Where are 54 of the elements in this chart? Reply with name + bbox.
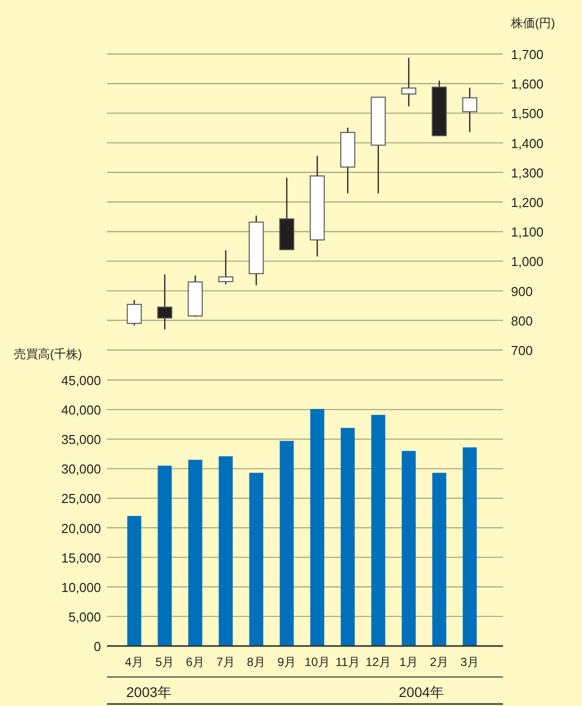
y-tick-label: 35,000: [61, 432, 101, 448]
y-tick-label: 10,000: [61, 580, 101, 595]
y-tick-label: 1,100: [511, 224, 544, 240]
y-tick-label: 20,000: [61, 520, 101, 536]
x-tick-label: 4月: [124, 655, 144, 669]
y-tick-label: 800: [511, 313, 533, 328]
bar: [127, 516, 142, 646]
bar: [340, 428, 355, 646]
bar: [432, 472, 446, 646]
bar: [310, 408, 324, 646]
y-tick-label: 45,000: [61, 373, 101, 388]
bar: [280, 440, 294, 646]
y-tick-label: 1,400: [511, 136, 544, 151]
x-tick-label: 12月: [366, 655, 391, 669]
y-tick-label: 1,300: [511, 165, 544, 180]
bar: [371, 414, 386, 646]
x-tick-label: 11月: [336, 655, 360, 669]
bar: [249, 472, 264, 646]
y-tick-label: 900: [511, 284, 533, 299]
candlestick: [126, 299, 142, 326]
x-tick-label: 9月: [277, 655, 296, 669]
bar: [188, 460, 202, 646]
y-tick-label: 40,000: [61, 402, 101, 418]
y-tick-label: 1,600: [511, 76, 544, 92]
y-axis-title: 株価(円): [510, 16, 555, 30]
bar: [402, 450, 416, 646]
y-tick-label: 1,500: [511, 106, 544, 122]
y-tick-label: 5,000: [68, 609, 101, 624]
candlestick: [401, 57, 416, 107]
x-tick-label: 1月: [399, 655, 418, 669]
candlestick: [218, 250, 234, 285]
y-tick-label: 30,000: [61, 462, 101, 477]
y-tick-label: 1,000: [511, 254, 544, 270]
y-tick-label: 15,000: [61, 550, 101, 566]
y-axis-title: 売買高(千株): [14, 347, 82, 361]
x-tick-label: 10月: [304, 655, 330, 669]
candlestick: [462, 87, 478, 133]
text: 2003年: [126, 684, 172, 700]
y-tick-label: 25,000: [61, 491, 101, 506]
text: 2004年: [398, 684, 444, 700]
x-tick-label: 6月: [186, 655, 205, 669]
x-tick-label: 2月: [430, 655, 449, 669]
x-tick-label: 8月: [246, 655, 266, 669]
y-tick-label: 1,700: [511, 47, 544, 62]
bar: [218, 456, 233, 646]
bar: [462, 447, 477, 646]
y-tick-label: 0: [94, 639, 101, 654]
x-tick-label: 5月: [155, 655, 174, 669]
y-tick-label: 700: [511, 343, 533, 358]
x-tick-label: 7月: [216, 655, 236, 669]
x-tick-label: 3月: [460, 655, 480, 669]
y-tick-label: 1,200: [511, 195, 544, 210]
bar: [158, 466, 172, 646]
candlestick: [157, 274, 172, 330]
